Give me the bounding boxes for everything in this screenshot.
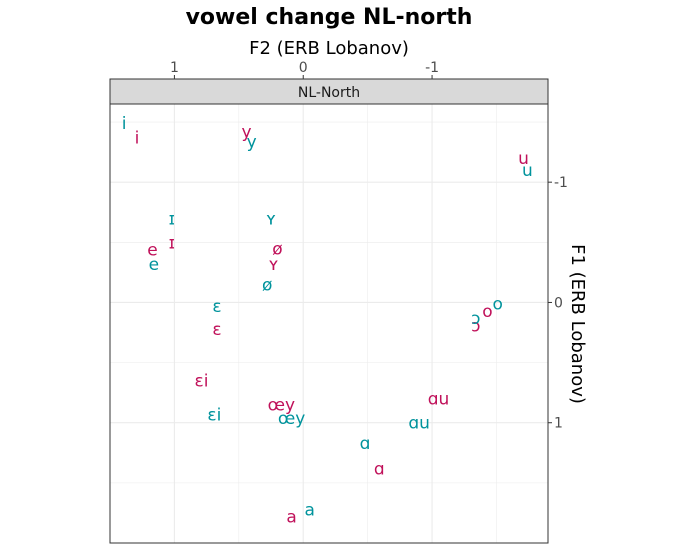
y-tick-label: 1 <box>554 416 563 432</box>
vowel-label-teal: u <box>522 161 533 181</box>
vowel-label-magenta: y <box>242 123 252 143</box>
vowel-label-teal: ɪ <box>169 209 175 229</box>
vowel-label-magenta: œy <box>268 396 295 416</box>
vowel-label-magenta: o <box>482 302 492 322</box>
y-tick-label: -1 <box>554 175 568 191</box>
vowel-label-magenta: i <box>135 129 140 149</box>
vowel-label-teal: ɔ <box>471 309 480 329</box>
vowel-label-teal: ɛ <box>212 297 221 317</box>
panel-background <box>110 104 548 543</box>
vowel-label-magenta: ø <box>272 239 282 259</box>
vowel-label-magenta: ɔ <box>471 316 480 336</box>
facet-strip <box>109 78 549 105</box>
vowel-label-teal: y <box>247 132 257 152</box>
facet-strip-label: NL-North <box>298 85 360 101</box>
x-axis-ticks: 1 0 -1 <box>170 60 439 79</box>
grid <box>109 104 548 544</box>
y-axis-title: F1 (ERB Lobanov) <box>567 244 588 404</box>
vowel-label-magenta: ʏ <box>268 255 278 275</box>
x-tick-label: 1 <box>170 60 179 76</box>
vowel-label-magenta: ɑ <box>374 459 385 479</box>
vowel-label-teal: e <box>149 255 159 275</box>
vowel-label-teal: a <box>304 500 314 520</box>
vowel-label-teal: ɛi <box>207 405 221 425</box>
x-tick-label: -1 <box>425 60 439 76</box>
y-axis-ticks: -1 0 1 <box>548 175 568 432</box>
vowel-label-magenta: u <box>518 149 529 169</box>
x-tick-label: 0 <box>299 60 308 76</box>
vowel-label-teal: œy <box>278 409 305 429</box>
y-tick-label: 0 <box>554 295 563 311</box>
chart-title: vowel change NL-north <box>186 5 473 30</box>
vowel-label-magenta: ɑu <box>428 390 450 410</box>
vowel-label-teal: o <box>493 295 503 315</box>
vowel-label-teal: ø <box>262 275 272 295</box>
vowel-label-magenta: e <box>147 241 157 261</box>
vowel-label-magenta: ɛ <box>212 320 221 340</box>
vowel-label-teal: ɑ <box>360 434 371 454</box>
vowel-label-magenta: ɪ <box>169 233 175 253</box>
vowel-label-teal: ʏ <box>266 209 276 229</box>
vowel-label-magenta: a <box>286 508 296 528</box>
panel-border <box>109 103 549 544</box>
vowel-label-magenta: ɛi <box>195 372 209 392</box>
vowel-label-teal: i <box>122 114 127 134</box>
x-axis-title: F2 (ERB Lobanov) <box>249 38 409 59</box>
vowel-label-teal: ɑu <box>408 414 430 434</box>
